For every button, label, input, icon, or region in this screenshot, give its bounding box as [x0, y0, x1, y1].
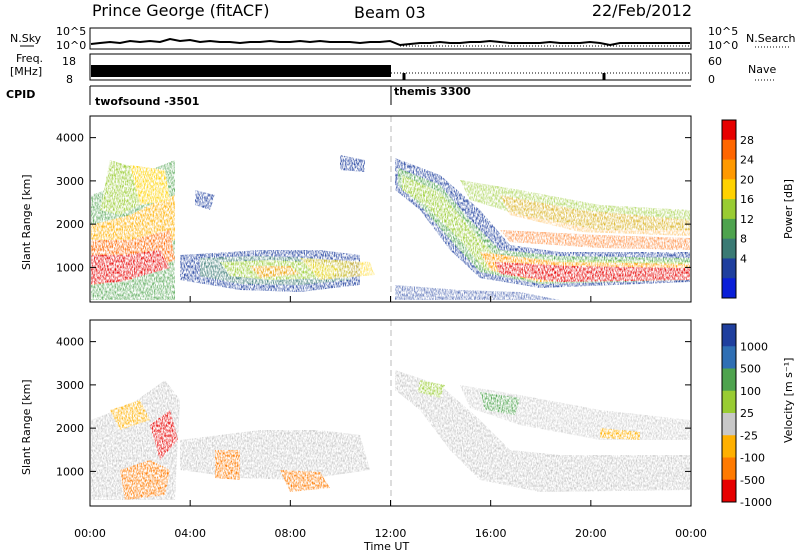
time-axis-label: Time UT [363, 540, 409, 553]
colorbar-tick-label: 100 [740, 385, 761, 398]
range-tick-label: 2000 [56, 218, 84, 231]
freq-label-1: Freq. [16, 52, 43, 65]
colorbar-swatch [722, 435, 736, 458]
colorbar-tick-label: 8 [740, 233, 747, 246]
colorbar-tick-label: 20 [740, 173, 754, 186]
colorbar-swatch [722, 239, 736, 259]
nave-label: Nave [748, 63, 776, 76]
colorbar-tick-label: 24 [740, 154, 754, 167]
frequency-panel: Freq. [MHz] 18 8 60 0 Nave [10, 52, 776, 86]
noise-right-tick-top: 10^5 [708, 25, 738, 38]
time-tick-label: 04:00 [174, 527, 206, 540]
colorbar-swatch [722, 219, 736, 239]
colorbar-tick-label: 12 [740, 213, 754, 226]
colorbar-swatch [722, 120, 736, 140]
range-tick-label: 1000 [56, 261, 84, 274]
frequency-band [91, 65, 391, 77]
station-title: Prince George (fitACF) [92, 1, 270, 20]
range-tick-label: 3000 [56, 379, 84, 392]
noise-left-tick-bottom: 10^0 [56, 39, 86, 52]
radar-figure: Prince George (fitACF) Beam 03 22/Feb/20… [0, 0, 800, 554]
colorbar-tick-label: 25 [740, 407, 754, 420]
colorbar-swatch [722, 199, 736, 219]
time-tick-label: 12:00 [375, 527, 407, 540]
power-ylabel: Slant Range [km] [20, 174, 33, 270]
power-panel [90, 116, 691, 302]
range-tick-label: 3000 [56, 175, 84, 188]
beam-title: Beam 03 [354, 3, 426, 22]
freq-label-2: [MHz] [10, 65, 42, 78]
noise-sky-label: N.Sky [10, 32, 42, 45]
range-tick-label: 4000 [56, 336, 84, 349]
colorbar-swatch [722, 391, 736, 414]
cpid-program-2: themis 3300 [394, 85, 471, 98]
range-tick-label: 2000 [56, 422, 84, 435]
colorbar-tick-label: 16 [740, 193, 754, 206]
colorbar-swatch [722, 324, 736, 347]
colorbar-tick-label: 4 [740, 252, 747, 265]
noise-sky-trace [91, 39, 690, 45]
freq-left-tick-top: 18 [62, 55, 76, 68]
noise-right-tick-bottom: 10^0 [708, 39, 738, 52]
colorbar-swatch [722, 369, 736, 392]
time-tick-label: 16:00 [475, 527, 507, 540]
colorbar-swatch [722, 258, 736, 278]
colorbar-swatch [722, 160, 736, 180]
colorbar-tick-label: -1000 [740, 496, 772, 509]
velocity-ylabel: Slant Range [km] [20, 379, 33, 475]
date-title: 22/Feb/2012 [592, 1, 692, 20]
time-tick-label: 00:00 [74, 527, 106, 540]
noise-search-label: N.Search [746, 32, 796, 45]
cpid-panel: CPID twofsound -3501 themis 3300 [6, 85, 691, 108]
colorbar-tick-label: -500 [740, 474, 765, 487]
noise-left-tick-top: 10^5 [56, 25, 86, 38]
freq-left-tick-bottom: 8 [66, 73, 73, 86]
colorbar-tick-label: -25 [740, 429, 758, 442]
colorbar-swatch [722, 179, 736, 199]
colorbar-tick-label: -100 [740, 452, 765, 465]
cpid-label: CPID [6, 88, 35, 101]
colorbar-swatch [722, 346, 736, 369]
colorbar-swatch [722, 458, 736, 481]
colorbar-swatch [722, 278, 736, 298]
range-tick-label: 1000 [56, 465, 84, 478]
colorbar-tick-label: 500 [740, 363, 761, 376]
noise-panel: N.Sky 10^5 10^0 10^5 10^0 N.Search [10, 25, 796, 52]
time-tick-label: 00:00 [675, 527, 707, 540]
colorbar-label: Power [dB] [782, 179, 795, 239]
colorbar-tick-label: 28 [740, 134, 754, 147]
cpid-program-1: twofsound -3501 [95, 95, 199, 108]
colorbar-tick-label: 1000 [740, 340, 768, 353]
colorbar-swatch [722, 140, 736, 160]
range-tick-label: 4000 [56, 132, 84, 145]
colorbar-swatch [722, 413, 736, 436]
colorbar-label: Velocity [m s⁻¹] [782, 358, 795, 443]
nave-right-tick-bottom: 0 [708, 73, 715, 86]
time-tick-label: 20:00 [575, 527, 607, 540]
time-tick-label: 08:00 [274, 527, 306, 540]
nave-right-tick-top: 60 [708, 55, 722, 68]
colorbar-swatch [722, 480, 736, 503]
velocity-panel [90, 320, 691, 506]
